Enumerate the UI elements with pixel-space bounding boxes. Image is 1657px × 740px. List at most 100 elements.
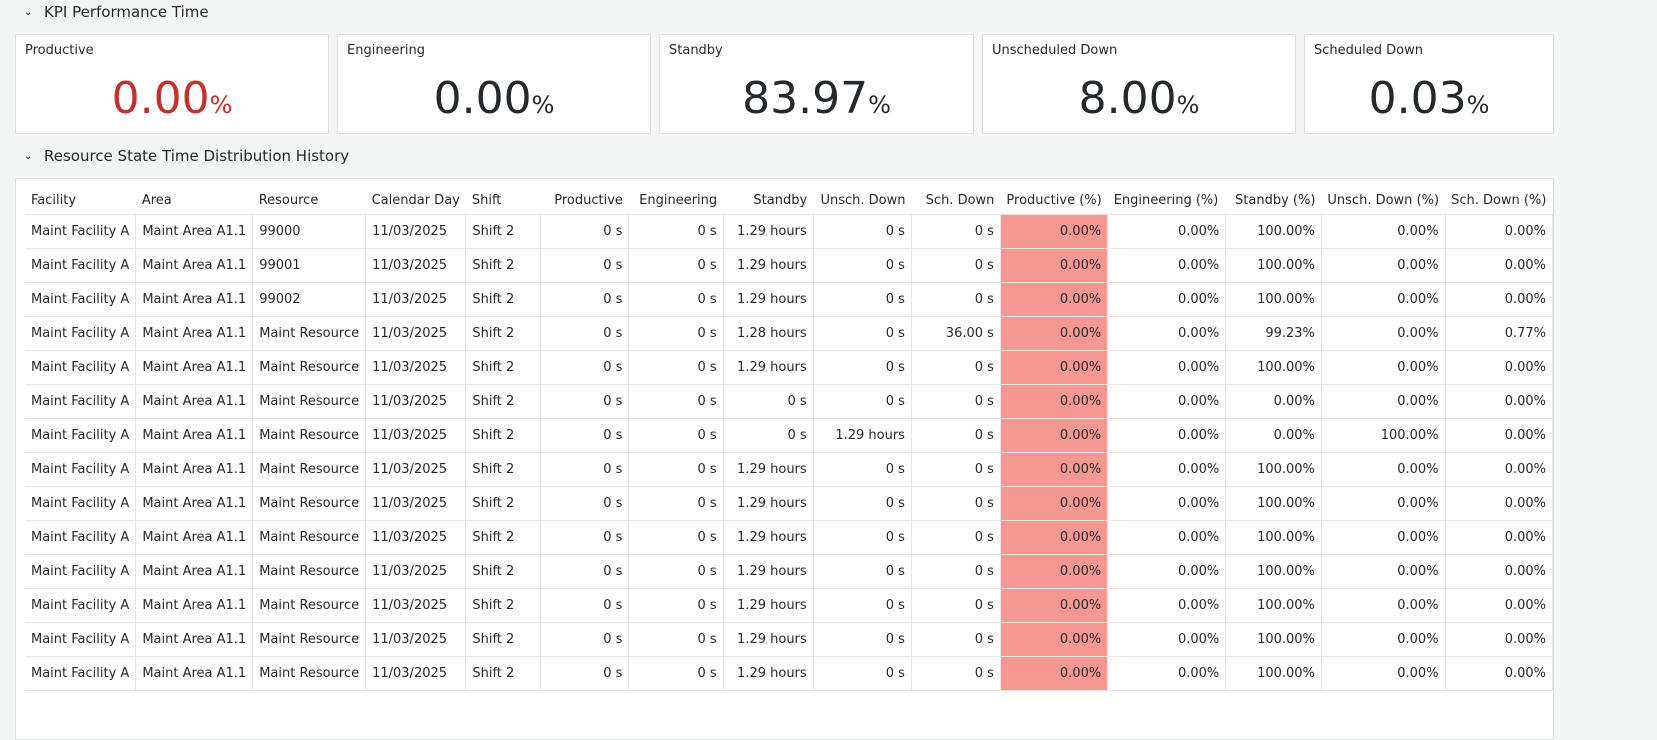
table-cell: 0.00% bbox=[1107, 656, 1227, 691]
table-cell: 100.00% bbox=[1225, 554, 1322, 589]
kpi-title: Standby bbox=[669, 43, 723, 58]
table-cell: 0.00% bbox=[1000, 554, 1109, 589]
table-cell: 0 s bbox=[540, 588, 630, 623]
table-cell: Maint Facility A bbox=[25, 520, 137, 555]
section-resource-state-history[interactable]: ⌄ Resource State Time Distribution Histo… bbox=[24, 147, 349, 165]
table-cell: 0.00% bbox=[1445, 520, 1553, 555]
column-header[interactable]: Sch. Down bbox=[911, 186, 1001, 215]
table-cell: 0.00% bbox=[1445, 486, 1553, 521]
table-cell: 99.23% bbox=[1225, 316, 1322, 351]
table-cell: 0 s bbox=[813, 588, 912, 623]
table-row: Maint Facility A Maint Area A1.1 Maint Res… bbox=[25, 452, 1553, 487]
kpi-value: 83.97% bbox=[742, 73, 891, 124]
table-cell: Shift 2 bbox=[465, 486, 541, 521]
table-cell: 11/03/2025 bbox=[365, 520, 467, 555]
column-header[interactable]: Engineering (%) bbox=[1107, 186, 1226, 215]
table-cell: 36.00 s bbox=[911, 316, 1001, 351]
table-cell: 1.29 hours bbox=[723, 452, 814, 487]
table-cell: 100.00% bbox=[1225, 452, 1322, 487]
table-cell: 11/03/2025 bbox=[365, 622, 467, 657]
table-cell: 0 s bbox=[628, 248, 724, 283]
table-cell: 0.00% bbox=[1321, 452, 1446, 487]
table-cell: 0 s bbox=[540, 316, 630, 351]
column-header[interactable]: Engineering bbox=[628, 186, 724, 215]
table-cell: Maint Area A1.1 bbox=[135, 384, 254, 419]
table-cell: 0.00% bbox=[1000, 520, 1109, 555]
table-cell: Maint Facility A bbox=[25, 486, 137, 521]
table-cell: 1.29 hours bbox=[723, 282, 814, 317]
table-cell: 0.00% bbox=[1000, 282, 1109, 317]
table-cell: 1.29 hours bbox=[723, 554, 814, 589]
table-cell: 0 s bbox=[540, 248, 630, 283]
table-row: Maint Facility A Maint Area A1.1 99002 11/0… bbox=[25, 282, 1553, 317]
table-cell: Maint Resource bbox=[252, 588, 367, 623]
table-cell: 0.00% bbox=[1000, 316, 1109, 351]
table-cell: Shift 2 bbox=[465, 554, 541, 589]
table-cell: 0.00% bbox=[1000, 486, 1109, 521]
table-cell: Maint Resource bbox=[252, 656, 367, 691]
kpi-standby: Standby 83.97% bbox=[659, 34, 974, 134]
table-cell: 100.00% bbox=[1225, 350, 1322, 385]
column-header[interactable]: Shift bbox=[465, 186, 540, 215]
table-cell: 0 s bbox=[911, 384, 1001, 419]
kpi-title: Unscheduled Down bbox=[992, 43, 1118, 58]
table-cell: Maint Area A1.1 bbox=[135, 520, 254, 555]
column-header[interactable]: Sch. Down (%) bbox=[1445, 186, 1553, 215]
kpi-title: Engineering bbox=[347, 43, 425, 58]
table-cell: 0.00% bbox=[1321, 350, 1446, 385]
table-cell: Maint Facility A bbox=[25, 350, 137, 385]
table-cell: Maint Area A1.1 bbox=[135, 214, 254, 249]
column-header[interactable]: Standby (%) bbox=[1225, 186, 1322, 215]
column-header[interactable]: Facility bbox=[25, 186, 136, 215]
table-cell: 0.00% bbox=[1000, 384, 1109, 419]
kpi-value: 8.00% bbox=[1078, 73, 1200, 124]
table-cell: 0 s bbox=[540, 554, 630, 589]
table-cell: 11/03/2025 bbox=[365, 418, 467, 453]
table-cell: 0.00% bbox=[1321, 282, 1446, 317]
table-cell: 0.00% bbox=[1000, 588, 1109, 623]
column-header[interactable]: Area bbox=[135, 186, 253, 215]
kpi-scheduled-down: Scheduled Down 0.03% bbox=[1304, 34, 1554, 134]
table-cell: 11/03/2025 bbox=[365, 248, 467, 283]
table-cell: Maint Resource bbox=[252, 486, 367, 521]
column-header[interactable]: Unsch. Down (%) bbox=[1321, 186, 1446, 215]
table-cell: 0 s bbox=[628, 282, 724, 317]
column-header[interactable]: Productive (%) bbox=[1000, 186, 1108, 215]
table-cell: 0 s bbox=[628, 554, 724, 589]
table-cell: Shift 2 bbox=[465, 316, 541, 351]
table-row: Maint Facility A Maint Area A1.1 Maint Res… bbox=[25, 350, 1553, 385]
table-cell: 11/03/2025 bbox=[365, 554, 467, 589]
table-cell: 0 s bbox=[540, 282, 630, 317]
table-cell: 99001 bbox=[252, 248, 367, 283]
table-cell: 0 s bbox=[911, 350, 1001, 385]
table-cell: 0.00% bbox=[1107, 384, 1227, 419]
table-cell: Maint Facility A bbox=[25, 622, 137, 657]
section-kpi-performance-time[interactable]: ⌄ KPI Performance Time bbox=[24, 3, 209, 21]
column-header[interactable]: Unsch. Down bbox=[813, 186, 912, 215]
table-cell: 100.00% bbox=[1225, 622, 1322, 657]
table-cell: 0 s bbox=[540, 656, 630, 691]
table-cell: 0.00% bbox=[1000, 350, 1109, 385]
table-cell: 0 s bbox=[628, 452, 724, 487]
table-cell: 1.29 hours bbox=[723, 656, 814, 691]
table-row: Maint Facility A Maint Area A1.1 Maint Res… bbox=[25, 520, 1553, 555]
column-header[interactable]: Productive bbox=[540, 186, 629, 215]
column-header[interactable]: Standby bbox=[723, 186, 814, 215]
table-cell: 0.00% bbox=[1445, 350, 1553, 385]
table-cell: 0 s bbox=[813, 350, 912, 385]
table-cell: 0.00% bbox=[1321, 316, 1446, 351]
table-cell: Shift 2 bbox=[465, 622, 541, 657]
column-header[interactable]: Calendar Day bbox=[365, 186, 466, 215]
table-row: Maint Facility A Maint Area A1.1 99000 11/0… bbox=[25, 214, 1553, 249]
table-cell: Maint Area A1.1 bbox=[135, 622, 254, 657]
table-row: Maint Facility A Maint Area A1.1 99001 11/0… bbox=[25, 248, 1553, 283]
table-row: Maint Facility A Maint Area A1.1 Maint Res… bbox=[25, 384, 1553, 419]
table-cell: 0.00% bbox=[1445, 282, 1553, 317]
table-cell: 100.00% bbox=[1225, 214, 1322, 249]
table-cell: Maint Facility A bbox=[25, 248, 137, 283]
table-cell: Maint Resource bbox=[252, 452, 367, 487]
table-cell: 0 s bbox=[813, 554, 912, 589]
table-cell: 0.00% bbox=[1000, 452, 1109, 487]
table-cell: 1.29 hours bbox=[723, 350, 814, 385]
column-header[interactable]: Resource bbox=[252, 186, 366, 215]
